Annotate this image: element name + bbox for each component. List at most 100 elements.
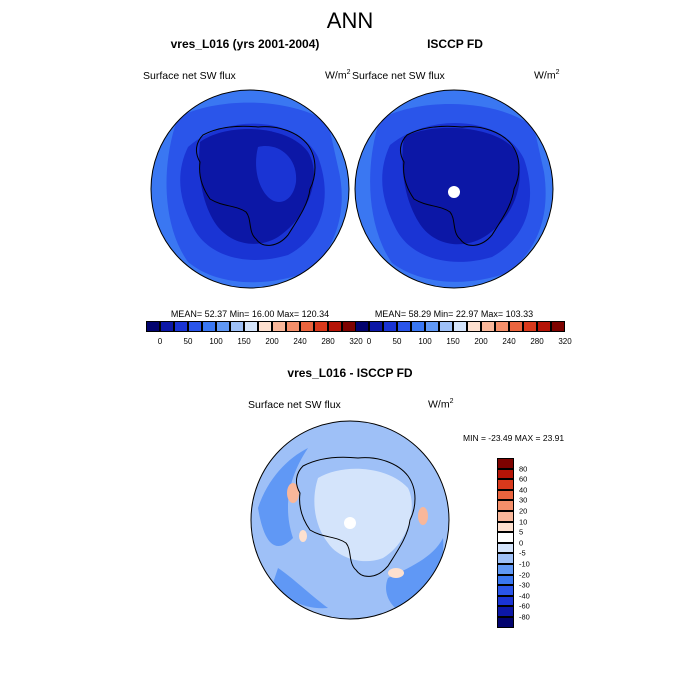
colorbar-swatch: [551, 321, 565, 332]
colorbar-tick-label: 5: [519, 527, 524, 537]
panel-1-polar-map: [150, 89, 350, 289]
panel-1-colorbar-labels: 0 50 100 150 200 240 280 320: [146, 337, 363, 349]
colorbar-swatch: [328, 321, 342, 332]
colorbar-swatch: [355, 321, 369, 332]
colorbar-tick-label: -5: [519, 548, 526, 558]
panel-1-units: W/m2: [325, 69, 351, 82]
colorbar-tick-label: 200: [265, 337, 279, 346]
colorbar-swatch: [509, 321, 523, 332]
panel-1-title: vres_L016 (yrs 2001-2004): [170, 37, 320, 51]
colorbar-swatch: [146, 321, 160, 332]
antarctica-coastline: [295, 456, 416, 577]
colorbar-swatch: [537, 321, 551, 332]
colorbar-swatch: [481, 321, 495, 332]
negative-anomaly-east: [386, 538, 444, 610]
colorbar-swatch: [244, 321, 258, 332]
colorbar-swatch: [497, 616, 514, 628]
colorbar-swatch: [383, 321, 397, 332]
negative-anomaly-west: [258, 448, 308, 547]
figure-title: ANN: [326, 8, 374, 33]
panel-2-colorbar: [355, 321, 565, 332]
colorbar-tick-label: 320: [349, 337, 363, 346]
colorbar-swatch: [300, 321, 314, 332]
negative-anomaly-south: [273, 568, 328, 609]
colorbar-tick-label: 0: [366, 337, 372, 346]
diff-panel-units: W/m2: [428, 398, 454, 411]
colorbar-swatch: [523, 321, 537, 332]
colorbar-tick-label: 10: [519, 517, 528, 527]
positive-anomaly-4: [299, 530, 307, 542]
colorbar-tick-label: 20: [519, 506, 528, 516]
panel-2-colorbar-labels: 0 50 100 150 200 240 280 320: [355, 337, 572, 349]
colorbar-swatch: [202, 321, 216, 332]
colorbar-swatch: [497, 489, 514, 501]
colorbar-tick-label: 30: [519, 495, 528, 505]
colorbar-swatch: [497, 500, 514, 511]
colorbar-swatch: [397, 321, 411, 332]
missing-data-pole: [344, 517, 356, 529]
colorbar-swatch: [497, 553, 514, 564]
positive-anomaly-1: [287, 483, 299, 503]
colorbar-tick-label: 280: [321, 337, 335, 346]
colorbar-swatch: [497, 563, 514, 575]
colorbar-swatch: [497, 595, 514, 607]
colorbar-tick-label: -10: [519, 559, 530, 569]
panel-2-polar-map: [354, 89, 554, 289]
colorbar-swatch: [160, 321, 174, 332]
positive-anomaly-2: [418, 507, 428, 525]
panel-1-colorbar: [146, 321, 356, 332]
positive-anomaly-3: [388, 568, 404, 578]
colorbar-swatch: [342, 321, 356, 332]
missing-data-pole: [448, 186, 460, 198]
colorbar-swatch: [497, 510, 514, 522]
colorbar-swatch: [497, 532, 514, 543]
colorbar-swatch: [230, 321, 244, 332]
colorbar-tick-label: 200: [474, 337, 488, 346]
colorbar-tick-label: 80: [519, 464, 528, 474]
colorbar-swatch: [369, 321, 383, 332]
colorbar-tick-label: 0: [519, 538, 524, 548]
colorbar-tick-label: 240: [502, 337, 516, 346]
diff-colorbar-labels: 80 60 40 30 20 10 5 0 -5 -10 -20 -30 -40 -60 -80: [519, 458, 549, 628]
colorbar-swatch: [314, 321, 328, 332]
colorbar-tick-label: 50: [183, 337, 193, 346]
colorbar-tick-label: -40: [519, 591, 530, 601]
near-zero-interior: [314, 468, 412, 562]
diff-panel-title: vres_L016 - ISCCP FD: [287, 366, 413, 380]
colorbar-tick-label: -60: [519, 601, 530, 611]
colorbar-swatch: [286, 321, 300, 332]
map-boundary: [150, 89, 350, 289]
panel-2-title: ISCCP FD: [427, 37, 483, 51]
map-boundary: [354, 89, 554, 289]
colorbar-swatch: [411, 321, 425, 332]
diff-panel-polar-map: [250, 420, 450, 620]
colorbar-swatch: [497, 521, 514, 533]
panel-2-stats: MEAN= 58.29 Min= 22.97 Max= 103.33: [374, 309, 534, 319]
colorbar-swatch: [453, 321, 467, 332]
antarctic-low-flux: [402, 127, 520, 245]
panel-1-variable: Surface net SW flux: [143, 70, 236, 82]
colorbar-swatch: [497, 479, 514, 490]
colorbar-swatch: [216, 321, 230, 332]
colorbar-swatch: [272, 321, 286, 332]
antarctica-coastline: [195, 125, 316, 246]
colorbar-tick-label: 150: [446, 337, 460, 346]
colorbar-swatch: [497, 574, 514, 586]
panel-1-stats: MEAN= 52.37 Min= 16.00 Max= 120.34: [170, 309, 330, 319]
colorbar-tick-label: 280: [530, 337, 544, 346]
colorbar-swatch: [497, 585, 514, 596]
colorbar-swatch: [188, 321, 202, 332]
colorbar-swatch: [497, 606, 514, 617]
colorbar-swatch: [174, 321, 188, 332]
colorbar-tick-label: 240: [293, 337, 307, 346]
panel-2-units: W/m2: [534, 69, 560, 82]
colorbar-tick-label: 150: [237, 337, 251, 346]
colorbar-tick-label: 100: [209, 337, 223, 346]
antarctica-coastline: [399, 125, 520, 246]
colorbar-swatch: [467, 321, 481, 332]
diff-panel-minmax: MIN = -23.49 MAX = 23.91: [463, 433, 565, 443]
diff-panel-variable: Surface net SW flux: [248, 399, 341, 411]
colorbar-swatch: [497, 542, 514, 554]
colorbar-tick-label: 40: [519, 485, 528, 495]
colorbar-tick-label: 60: [519, 474, 528, 484]
